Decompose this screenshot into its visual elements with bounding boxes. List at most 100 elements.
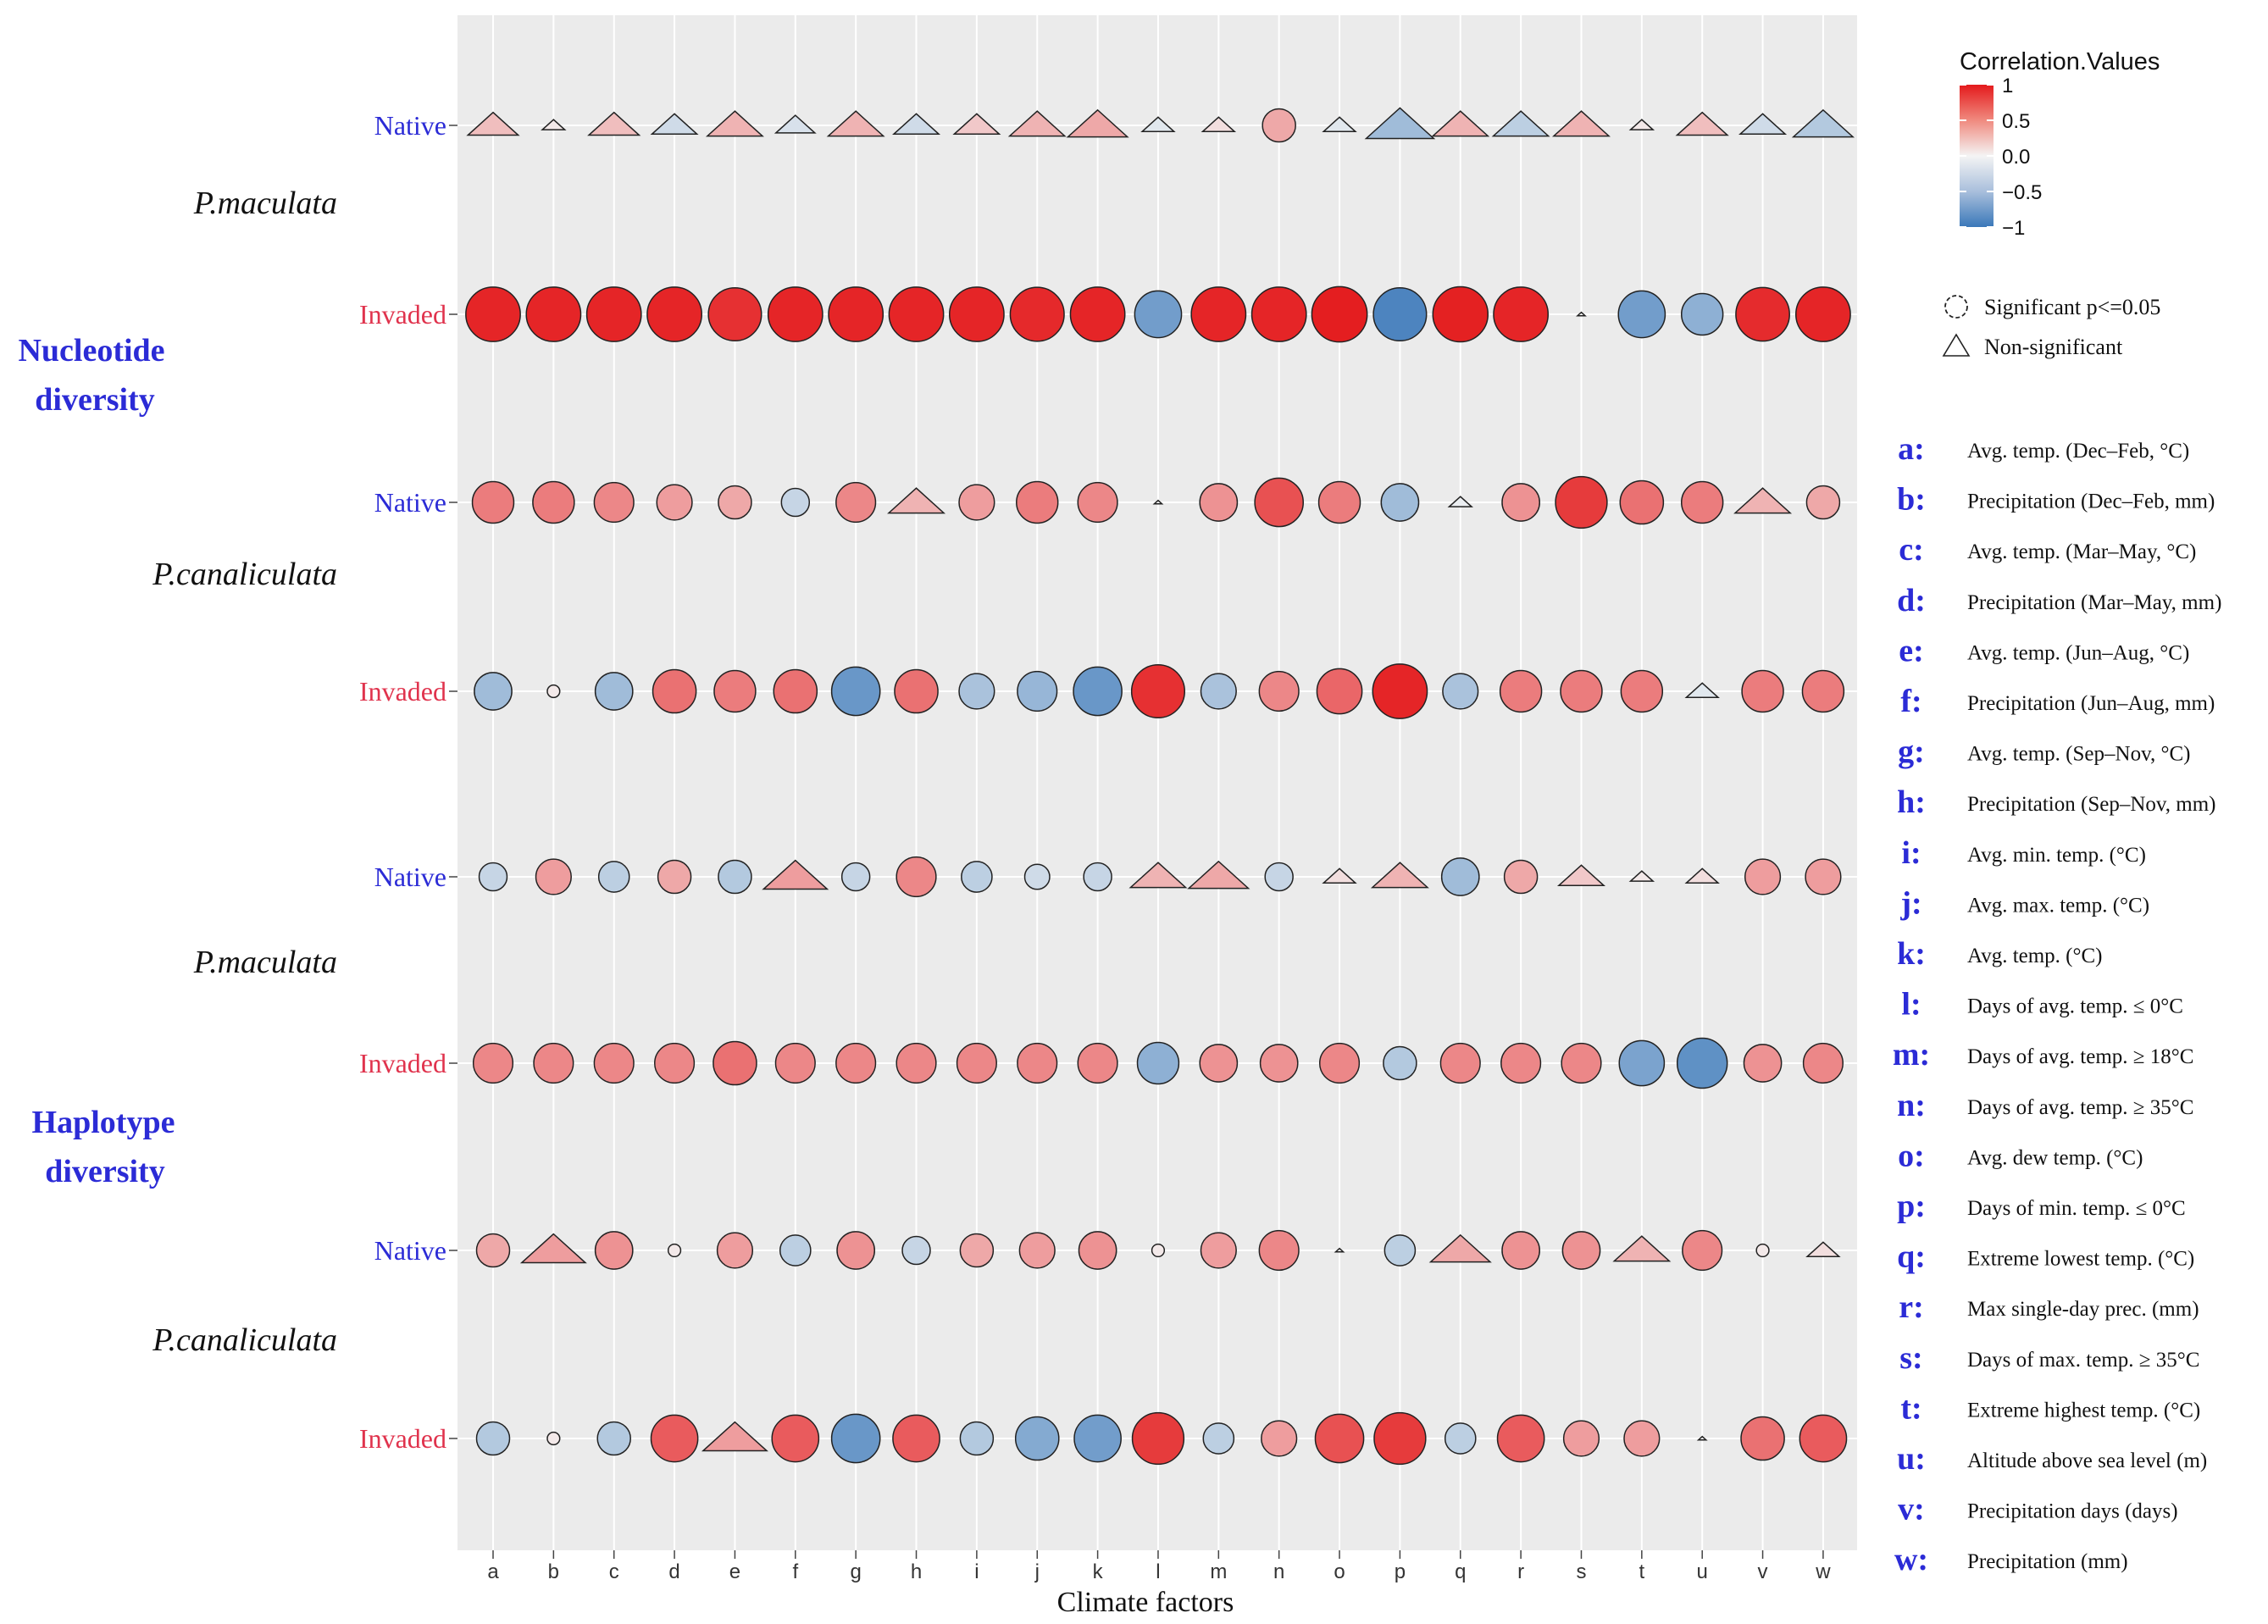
mark-r1-b <box>525 286 582 342</box>
mark-r4-r <box>1503 859 1539 895</box>
mark-r3-k <box>1073 666 1123 717</box>
factor-desc-5: Precipitation (Jun–Aug, mm) <box>1967 692 2215 715</box>
row-label-7: Invaded <box>359 1423 446 1454</box>
mark-r7-r <box>1496 1414 1545 1463</box>
factor-desc-11: Days of avg. temp. ≤ 0°C <box>1967 995 2183 1018</box>
mark-r0-a <box>466 111 520 136</box>
mark-r0-r <box>1491 110 1550 137</box>
mark-r1-q <box>1432 285 1489 343</box>
metric-label-1: Haplotype diversity <box>32 1105 175 1189</box>
mark-r6-w <box>1805 1241 1841 1258</box>
mark-r3-m <box>1200 673 1237 710</box>
mark-r7-c <box>596 1421 631 1456</box>
mark-r0-e <box>705 110 764 137</box>
legend-circle-icon <box>1944 295 1968 319</box>
factor-key-18: s: <box>1899 1340 1922 1376</box>
mark-r3-b <box>546 684 561 699</box>
colorbar-label-4: −1 <box>2002 217 2025 240</box>
factor-desc-19: Extreme highest temp. (°C) <box>1967 1399 2200 1422</box>
mark-r3-s <box>1560 669 1603 713</box>
mark-r3-t <box>1620 669 1664 713</box>
x-tick-label-k: k <box>1093 1560 1104 1583</box>
mark-r0-h <box>892 113 941 136</box>
mark-r1-p <box>1372 286 1428 342</box>
colorbar-label-3: −0.5 <box>2002 181 2042 204</box>
mark-r5-p <box>1383 1045 1417 1081</box>
mark-r2-g <box>835 481 877 524</box>
factor-key-14: o: <box>1898 1138 1925 1173</box>
mark-r1-d <box>646 286 702 342</box>
colorbar-label-1: 0.5 <box>2002 110 2030 133</box>
mark-r3-p <box>1372 663 1428 719</box>
mark-r5-s <box>1561 1042 1602 1084</box>
factor-desc-16: Extreme lowest temp. (°C) <box>1967 1248 2194 1271</box>
factor-desc-22: Precipitation (mm) <box>1967 1550 2128 1573</box>
row-label-0: Native <box>374 110 446 141</box>
mark-r0-v <box>1738 113 1788 136</box>
mark-r3-c <box>594 672 634 711</box>
factor-key-11: l: <box>1901 987 1921 1023</box>
mark-r3-a <box>474 672 513 711</box>
mark-r2-h <box>887 487 946 514</box>
factor-desc-4: Avg. temp. (Jun–Aug, °C) <box>1967 641 2189 664</box>
mark-r1-k <box>1069 286 1126 342</box>
mark-r4-l <box>1128 862 1188 889</box>
mark-r2-d <box>656 484 693 521</box>
mark-r1-l <box>1134 290 1183 339</box>
mark-r2-f <box>780 487 811 518</box>
mark-r2-m <box>1199 483 1239 522</box>
factor-key-20: u: <box>1897 1441 1926 1477</box>
mark-r4-a <box>478 862 508 892</box>
mark-r7-h <box>892 1414 940 1463</box>
species-label-2: P.maculata <box>193 945 337 980</box>
mark-r1-j <box>1009 286 1065 342</box>
mark-r7-e <box>701 1421 768 1452</box>
factor-key-1: b: <box>1897 482 1926 518</box>
shape-legend: Significant p<=0.05 Non-significant <box>1942 295 2160 359</box>
factor-desc-12: Days of avg. temp. ≥ 18°C <box>1967 1045 2193 1068</box>
x-tick-label-e: e <box>729 1560 740 1583</box>
row-label-4: Native <box>374 862 446 892</box>
mark-r4-t <box>1628 870 1655 882</box>
factor-desc-7: Precipitation (Sep–Nov, mm) <box>1967 793 2215 816</box>
mark-r0-i <box>952 113 1001 136</box>
x-tick-label-n: n <box>1273 1560 1284 1583</box>
mark-r6-b <box>519 1233 587 1264</box>
mark-r2-a <box>471 480 515 524</box>
factor-key-13: n: <box>1897 1088 1926 1123</box>
x-tick-layer: a b c d e f g h i j k l m n o p q r s t u v w <box>487 1550 1831 1583</box>
mark-r1-c <box>585 286 642 342</box>
mark-r2-n <box>1254 477 1305 528</box>
mark-r6-l <box>1151 1243 1166 1258</box>
mark-r5-o <box>1318 1042 1361 1084</box>
mark-r5-e <box>713 1040 757 1086</box>
mark-r3-u <box>1684 682 1720 699</box>
mark-r4-d <box>657 859 692 895</box>
mark-r3-o <box>1316 668 1363 715</box>
mark-r0-s <box>1551 110 1611 137</box>
mark-r7-u <box>1696 1435 1708 1441</box>
mark-r0-o <box>1322 116 1357 133</box>
mark-r6-o <box>1334 1247 1345 1253</box>
mark-r5-h <box>896 1042 937 1084</box>
x-tick-label-h: h <box>911 1560 922 1583</box>
mark-r7-t <box>1623 1420 1661 1457</box>
row-label-6: Native <box>374 1235 446 1266</box>
mark-r6-f <box>779 1234 812 1266</box>
factor-key-4: e: <box>1899 633 1924 668</box>
mark-r7-g <box>830 1413 881 1464</box>
marks-layer <box>465 107 1855 1466</box>
mark-r4-m <box>1187 860 1250 890</box>
mark-r1-r <box>1493 286 1550 342</box>
factor-key-15: p: <box>1897 1189 1926 1224</box>
mark-r5-w <box>1802 1042 1844 1084</box>
mark-r1-h <box>888 286 945 342</box>
mark-r6-q <box>1428 1233 1492 1263</box>
mark-r2-b <box>532 480 575 524</box>
x-tick-label-o: o <box>1334 1560 1345 1583</box>
x-tick-label-s: s <box>1576 1560 1586 1583</box>
x-axis-title: Climate factors <box>1057 1587 1234 1618</box>
mark-r5-q <box>1439 1042 1481 1084</box>
mark-r6-g <box>836 1231 876 1270</box>
mark-r0-f <box>774 114 817 134</box>
